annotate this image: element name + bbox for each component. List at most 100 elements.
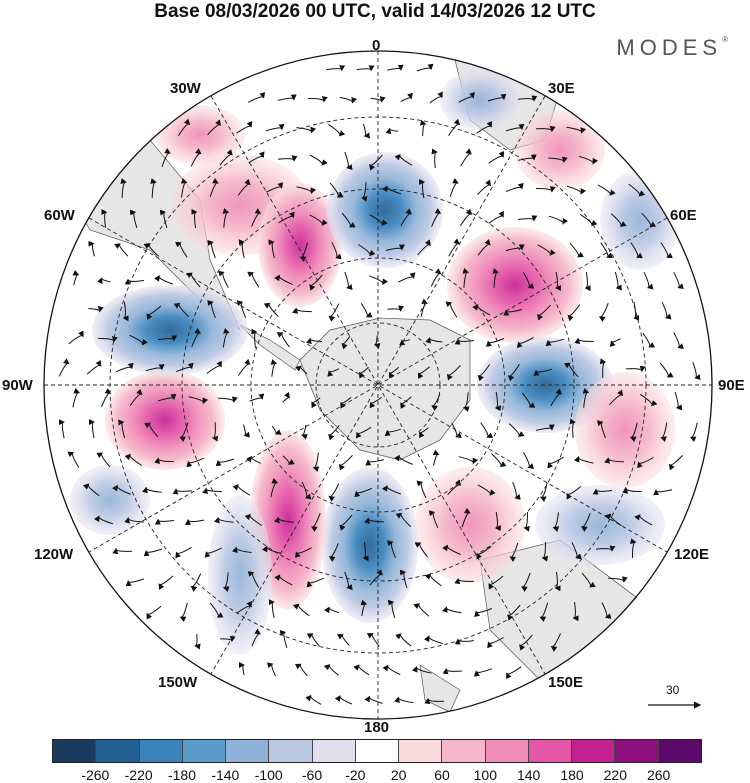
wind-arrow: [129, 388, 143, 406]
wind-arrow: [309, 154, 328, 166]
wind-arrow: [86, 359, 102, 375]
anomaly-positive: [575, 372, 675, 488]
wind-arrow: [329, 182, 344, 198]
wind-arrow: [637, 457, 654, 469]
wind-arrow: [220, 635, 236, 643]
colorbar-swatch: [658, 740, 701, 762]
wind-arrow: [399, 339, 411, 346]
wind-arrow: [145, 364, 165, 372]
wind-arrow: [268, 599, 275, 619]
wind-arrow: [58, 358, 70, 377]
wind-arrow: [541, 542, 549, 562]
wind-arrow: [238, 662, 245, 676]
wind-arrow: [598, 303, 609, 322]
wind-arrow: [476, 121, 493, 134]
wind-arrow: [507, 604, 521, 621]
wind-arrow: [68, 330, 84, 345]
wind-arrow: [237, 178, 251, 196]
wind-arrow: [146, 305, 162, 320]
wind-arrow: [566, 126, 587, 134]
wind-arrow: [158, 575, 174, 590]
wind-arrow: [599, 358, 607, 378]
wind-arrow: [58, 419, 65, 439]
wind-arrow: [129, 334, 148, 346]
wind-arrow: [238, 239, 245, 259]
wind-arrow: [118, 419, 126, 439]
wind-arrow: [222, 208, 230, 228]
wind-arrow: [488, 151, 505, 164]
wind-arrow: [88, 305, 104, 313]
wind-arrow: [445, 301, 458, 318]
wind-arrow: [190, 573, 202, 592]
wind-arrow: [580, 513, 591, 532]
wind-arrow: [154, 518, 175, 525]
meridian-30e-150w: [210, 95, 546, 675]
wind-arrow: [355, 426, 372, 439]
wind-arrow: [487, 637, 504, 649]
wind-arrow: [413, 603, 430, 617]
latitude-circle: [181, 188, 575, 582]
wind-arrow: [548, 215, 569, 225]
wind-arrow: [360, 599, 368, 617]
colorbar: [52, 739, 702, 763]
wind-arrow: [175, 546, 192, 559]
wind-arrow: [188, 396, 209, 405]
reference-vector-value: 30: [666, 683, 680, 697]
graticule: [44, 51, 712, 719]
wind-arrow: [339, 96, 357, 104]
wind-arrow: [251, 328, 258, 349]
wind-arrow: [209, 602, 224, 618]
wind-arrow: [202, 487, 222, 494]
wind-arrow: [400, 92, 413, 103]
wind-arrow: [446, 364, 461, 381]
wind-arrow: [388, 366, 400, 379]
wind-arrow: [294, 663, 308, 677]
wind-arrow: [552, 512, 560, 532]
wind-arrow: [328, 123, 346, 137]
wind-arrow: [326, 65, 346, 72]
wind-arrow: [360, 303, 373, 318]
colorbar-tick-label: 180: [560, 767, 584, 783]
wind-arrow: [299, 242, 308, 263]
wind-arrow: [382, 664, 401, 675]
wind-arrow: [270, 359, 278, 377]
wind-arrow: [251, 628, 261, 647]
wind-arrow: [545, 338, 565, 347]
wind-arrow: [641, 212, 657, 228]
wind-arrow: [569, 242, 584, 258]
wind-arrow: [232, 546, 252, 554]
wind-arrow: [248, 92, 266, 103]
wind-arrow: [473, 668, 493, 677]
wind-arrow: [522, 392, 536, 408]
wind-arrow: [442, 544, 461, 555]
wind-arrow: [266, 182, 284, 193]
wind-arrow: [673, 332, 684, 350]
wind-arrow: [633, 301, 640, 321]
wind-arrow: [309, 214, 328, 226]
wind-arrow: [419, 427, 429, 439]
wind-arrow: [429, 91, 443, 104]
wind-arrow: [609, 338, 621, 347]
colorbar-swatch: [485, 740, 529, 762]
wind-arrow: [112, 547, 132, 555]
wind-arrow: [566, 185, 587, 195]
wind-arrow: [334, 695, 353, 705]
wind-arrow: [72, 269, 80, 286]
colorbar-swatch: [96, 740, 140, 762]
wind-arrow: [400, 396, 412, 410]
wind-arrow: [274, 274, 293, 285]
wind-arrow: [146, 605, 162, 620]
lon-label-180: 180: [364, 719, 390, 736]
wind-arrow: [424, 697, 444, 705]
wind-arrow: [567, 304, 581, 322]
wind-arrow: [516, 337, 534, 349]
wind-arrow: [324, 606, 340, 614]
meridian-60w-120e: [88, 217, 668, 553]
wind-arrow: [124, 453, 143, 466]
wind-arrow: [218, 396, 238, 403]
wind-arrow: [689, 422, 698, 443]
wind-arrow: [536, 304, 551, 321]
wind-arrow: [366, 633, 380, 647]
wind-arrow: [175, 241, 188, 258]
wind-arrow: [431, 394, 441, 412]
